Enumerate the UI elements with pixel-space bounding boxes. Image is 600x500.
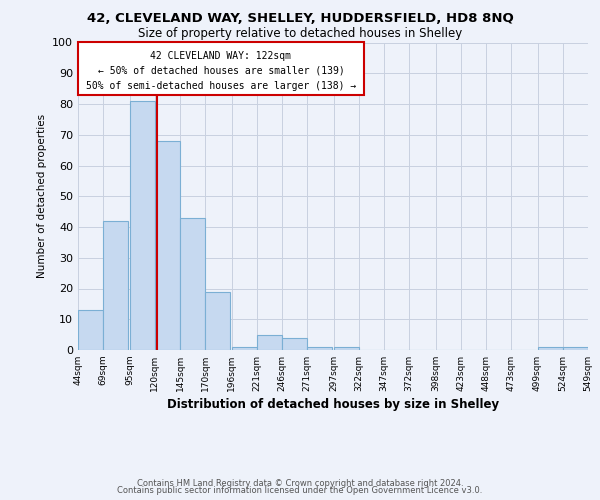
Bar: [78, 310, 103, 350]
Text: ← 50% of detached houses are smaller (139): ← 50% of detached houses are smaller (13…: [98, 66, 344, 76]
Text: Contains public sector information licensed under the Open Government Licence v3: Contains public sector information licen…: [118, 486, 482, 495]
Bar: [282, 338, 307, 350]
Bar: [257, 334, 282, 350]
Bar: [180, 218, 205, 350]
Bar: [232, 347, 257, 350]
Bar: [307, 347, 332, 350]
Text: Size of property relative to detached houses in Shelley: Size of property relative to detached ho…: [138, 28, 462, 40]
Text: 50% of semi-detached houses are larger (138) →: 50% of semi-detached houses are larger (…: [86, 81, 356, 91]
Bar: [155, 141, 180, 350]
Text: 42, CLEVELAND WAY, SHELLEY, HUDDERSFIELD, HD8 8NQ: 42, CLEVELAND WAY, SHELLEY, HUDDERSFIELD…: [86, 12, 514, 26]
Text: 42 CLEVELAND WAY: 122sqm: 42 CLEVELAND WAY: 122sqm: [151, 51, 292, 61]
X-axis label: Distribution of detached houses by size in Shelley: Distribution of detached houses by size …: [167, 398, 499, 411]
Bar: [78, 42, 364, 95]
Text: Contains HM Land Registry data © Crown copyright and database right 2024.: Contains HM Land Registry data © Crown c…: [137, 478, 463, 488]
Y-axis label: Number of detached properties: Number of detached properties: [37, 114, 47, 278]
Bar: [205, 292, 230, 350]
Bar: [334, 347, 359, 350]
Bar: [103, 221, 128, 350]
Bar: [563, 347, 588, 350]
Bar: [538, 347, 563, 350]
Bar: [130, 101, 155, 350]
